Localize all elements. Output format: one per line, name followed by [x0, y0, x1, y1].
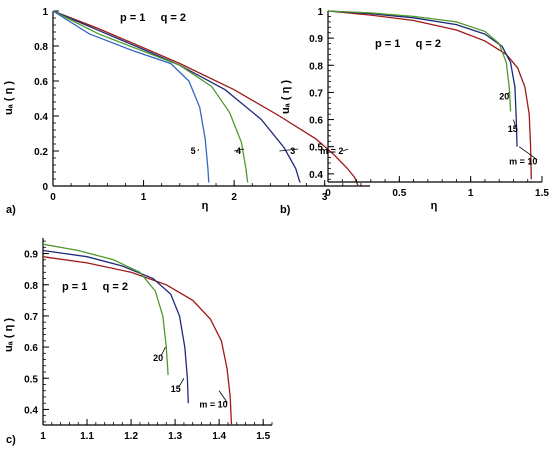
x-tick-label: 1.5: [535, 188, 549, 199]
y-tick-label: 0.6: [309, 116, 323, 127]
x-axis-label: η: [431, 200, 438, 212]
series-label: m = 10: [509, 157, 537, 167]
y-tick-label: 1: [317, 7, 323, 18]
series-label: 3: [290, 146, 295, 156]
parameter-annotation: p = 1 q = 2: [62, 281, 128, 293]
y-tick-label: 0.7: [24, 312, 38, 323]
parameter-annotation: p = 1 q = 2: [375, 38, 441, 50]
parameter-annotation: p = 1 q = 2: [120, 12, 186, 24]
series-leader-line: [218, 390, 228, 403]
x-axis-label: η: [202, 200, 209, 212]
x-tick-label: 2: [231, 192, 237, 203]
chart-panel-2: 0 0.5 1 1.5 0.4 0.5 0.6 0.7 0.8 0.9 1 uₐ ( η ) η b) p …: [280, 7, 549, 216]
y-axis-label: uₐ ( η ): [3, 81, 15, 115]
y-tick-label: 0.8: [34, 42, 48, 53]
y-tick-label: 0.9: [24, 250, 38, 261]
series-line-1: [52, 10, 359, 187]
x-tick-label: 1: [141, 192, 147, 203]
x-tick-label: 1.3: [168, 431, 182, 442]
series-label: 15: [171, 384, 181, 394]
series-label: 15: [508, 124, 518, 134]
y-axis-label: uₐ ( η ): [280, 80, 292, 114]
y-tick-label: 0.2: [34, 147, 48, 158]
x-tick-label: 1.1: [80, 431, 94, 442]
series-leader-line: [279, 148, 299, 152]
series-leader-line: [518, 146, 538, 160]
y-tick-label: 0.8: [309, 61, 323, 72]
y-tick-label: 0.4: [24, 405, 38, 416]
series-line-4: [52, 10, 210, 183]
x-tick-label: 0.5: [392, 188, 406, 199]
x-tick-label: 1: [468, 188, 474, 199]
y-tick-label: 0.5: [24, 374, 38, 385]
series-label: 20: [153, 353, 163, 363]
series-line-1: [42, 256, 233, 426]
series-line-3: [52, 10, 249, 183]
series-leader-line: [178, 378, 185, 388]
series-leader-line: [197, 148, 200, 152]
y-tick-label: 0.9: [309, 34, 323, 45]
y-tick-label: 0.6: [24, 343, 38, 354]
y-tick-label: 0.8: [24, 281, 38, 292]
series-line-3: [327, 10, 512, 112]
x-tick-label: 1.2: [124, 431, 138, 442]
x-tick-label: 1.5: [256, 431, 270, 442]
y-tick-label: 0.4: [309, 170, 323, 181]
series-leader-line: [160, 346, 166, 357]
y-tick-label: 0.6: [34, 77, 48, 88]
y-axis-label: uₐ ( η ): [3, 318, 15, 352]
x-tick-label: 0: [325, 188, 331, 199]
series-line-2: [327, 10, 518, 147]
series-leader-line: [342, 148, 349, 152]
chart-panel-3: 1 1.1 1.2 1.3 1.4 1.5 0.4 0.5 0.6 0.7 0.8 0.9 uₐ ( η…: [3, 238, 273, 446]
x-tick-label: 1.4: [212, 431, 226, 442]
series-leader-line: [506, 92, 510, 95]
series-label: 5: [191, 146, 196, 156]
panel-letter: a): [6, 204, 16, 216]
series-leader-line: [234, 148, 245, 152]
x-tick-label: 0: [50, 192, 56, 203]
series-leader-line: [513, 119, 517, 128]
series-label: 20: [499, 92, 509, 102]
x-tick-label: 1: [40, 431, 46, 442]
y-tick-label: 0: [42, 182, 48, 193]
series-label: 4: [236, 146, 241, 156]
y-tick-label: 0.4: [34, 112, 48, 123]
panel-letter: b): [280, 204, 291, 216]
panel-letter: c): [6, 434, 16, 446]
series-line-2: [42, 249, 189, 404]
series-label: m = 2: [320, 146, 343, 156]
y-tick-label: 1: [42, 7, 48, 18]
series-line-2: [52, 10, 301, 183]
series-line-3: [42, 243, 169, 376]
y-tick-label: 0.7: [309, 88, 323, 99]
x-tick-label: 3: [322, 192, 328, 203]
y-tick-label: 0.5: [309, 143, 323, 154]
series-label: m = 10: [199, 400, 227, 410]
